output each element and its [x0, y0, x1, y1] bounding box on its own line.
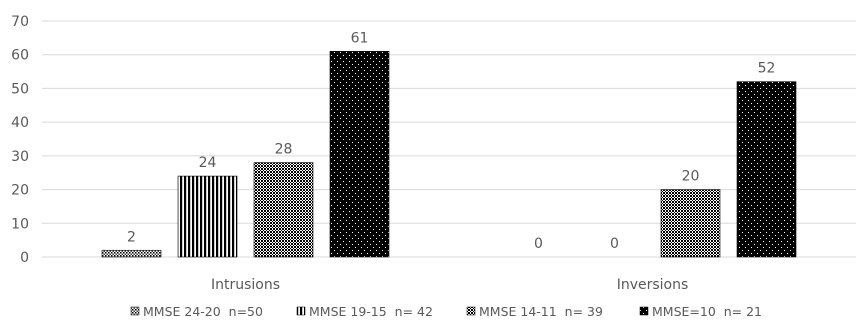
- bar-inversions-series-3: [660, 189, 721, 258]
- legend: MMSE 24-20 n=50 MMSE 19-15 n= 42 MMSE 14-1…: [130, 304, 762, 319]
- bar-intrusions-series-4: [329, 51, 390, 258]
- category-label-intrusions: Intrusions: [211, 277, 280, 293]
- legend-label-series-3: MMSE 14-11 n= 39: [479, 304, 603, 319]
- data-label-inversions-series-4: 52: [758, 61, 776, 77]
- bar-intrusions-series-2: [177, 175, 238, 258]
- legend-swatch-series-4: [639, 306, 649, 316]
- data-label-intrusions-series-3: 28: [275, 142, 293, 158]
- y-tick-label-70: 70: [11, 14, 29, 30]
- bar-inversions-series-4: [736, 81, 797, 258]
- legend-label-series-1: MMSE 24-20 n=50: [143, 304, 263, 319]
- bar-intrusions-series-3: [253, 162, 314, 258]
- legend-swatch-series-2: [296, 306, 306, 316]
- category-label-inversions: Inversions: [617, 277, 689, 293]
- legend-label-series-2: MMSE 19-15 n= 42: [309, 304, 433, 319]
- data-label-intrusions-series-2: 24: [199, 155, 217, 171]
- y-tick-label-40: 40: [11, 115, 29, 131]
- y-tick-label-30: 30: [11, 149, 29, 165]
- x-axis-category-labels: Intrusions Inversions: [211, 277, 688, 293]
- y-tick-label-20: 20: [11, 183, 29, 199]
- y-tick-label-0: 0: [20, 250, 29, 266]
- data-label-inversions-series-3: 20: [682, 169, 700, 185]
- legend-swatch-series-1: [130, 306, 140, 316]
- y-tick-label-50: 50: [11, 81, 29, 97]
- bar-intrusions-series-1: [101, 249, 162, 258]
- data-label-intrusions-series-1: 2: [127, 229, 136, 245]
- data-label-inversions-series-1: 0: [534, 236, 543, 252]
- gridlines: [42, 20, 856, 258]
- legend-label-series-4: MMSE=10 n= 21: [652, 304, 762, 319]
- y-tick-label-10: 10: [11, 216, 29, 232]
- data-labels: 2 24 28 61 0 0 20 52: [127, 30, 775, 252]
- data-label-inversions-series-2: 0: [610, 236, 619, 252]
- y-tick-label-60: 60: [11, 48, 29, 64]
- bars: [101, 51, 797, 258]
- data-label-intrusions-series-4: 61: [351, 30, 369, 46]
- legend-swatch-series-3: [466, 306, 476, 316]
- y-axis-tick-labels: 0 10 20 30 40 50 60 70: [11, 14, 29, 266]
